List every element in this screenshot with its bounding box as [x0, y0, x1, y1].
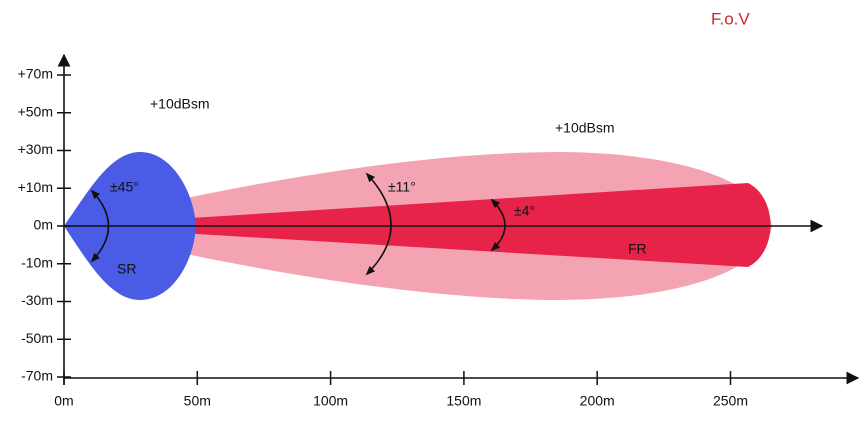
annotation: SR	[117, 261, 136, 277]
x-tick-label: 0m	[54, 393, 73, 409]
y-tick-label: -30m	[21, 292, 53, 308]
fr-narrow-lobe	[64, 183, 771, 267]
sr-angle-arc	[90, 189, 110, 263]
title: F.o.V	[711, 9, 750, 28]
x-tick-label: 50m	[184, 393, 211, 409]
annotation: ±11°	[388, 179, 416, 195]
x-tick-label: 150m	[446, 393, 481, 409]
x-tick-label: 100m	[313, 393, 348, 409]
fr-wide-arc	[365, 172, 392, 276]
x-tick-label: 200m	[580, 393, 615, 409]
annotation: +10dBsm	[150, 96, 210, 112]
annotation: ±45°	[110, 179, 139, 195]
y-tick-label: -10m	[21, 254, 53, 270]
annotation: ±4°	[514, 203, 535, 219]
fr-narrow-arc	[490, 198, 506, 252]
annotation: FR	[628, 241, 647, 257]
y-tick-label: +10m	[18, 179, 53, 195]
y-tick-label: +70m	[18, 66, 53, 82]
y-tick-label: -50m	[21, 330, 53, 346]
y-tick-label: -70m	[21, 368, 53, 384]
x-tick-label: 250m	[713, 393, 748, 409]
annotation: +10dBsm	[555, 120, 615, 136]
y-tick-label: +30m	[18, 141, 53, 157]
y-tick-label: 0m	[34, 217, 53, 233]
y-tick-label: +50m	[18, 103, 53, 119]
